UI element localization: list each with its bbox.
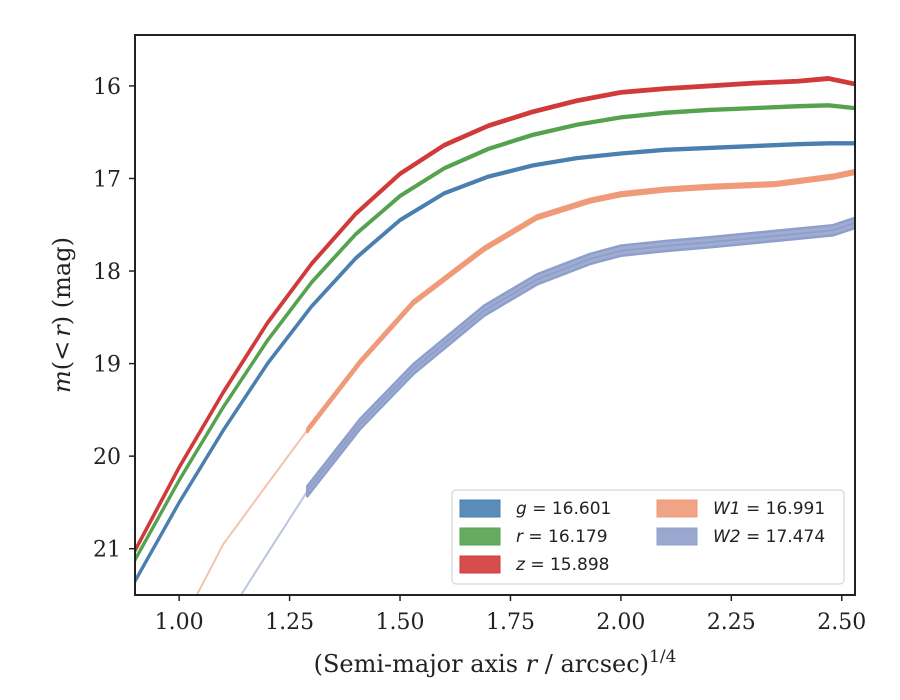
x-tick-label: 2.00 (596, 610, 645, 635)
series-extrapolation-line (240, 490, 309, 595)
x-axis-label: (Semi-major axis r / arcsec)1/4 (314, 647, 677, 678)
legend-item-z: z = 15.898 (459, 555, 609, 575)
series-z (135, 76, 855, 553)
legend-label: W1 = 16.991 (713, 499, 825, 519)
series-band (306, 168, 855, 434)
y-tick-label: 20 (93, 445, 121, 470)
series-band (306, 216, 855, 498)
y-tick-label: 21 (93, 538, 121, 563)
x-axis: 1.00 1.25 1.50 1.75 2.00 2.25 2.50 (155, 595, 866, 635)
legend-label: r = 16.179 (516, 527, 608, 547)
x-tick-label: 2.25 (707, 610, 756, 635)
x-tick-label: 1.25 (265, 610, 314, 635)
series-r (135, 103, 855, 563)
legend-swatch (459, 527, 501, 546)
legend-item-w2: W2 = 17.474 (656, 527, 825, 547)
y-axis-label: m(<r) (mag) (48, 237, 76, 393)
y-tick-label: 17 (93, 167, 121, 192)
legend: g = 16.601 r = 16.179 z = 15.898 W1 = 16.99… (451, 489, 845, 585)
x-tick-label: 2.50 (817, 610, 866, 635)
legend-swatch (459, 499, 501, 518)
series-extrapolation-line (195, 429, 309, 595)
y-tick-label: 18 (93, 260, 121, 285)
series-g (135, 141, 855, 584)
legend-item-g: g = 16.601 (459, 499, 611, 519)
y-tick-label: 19 (93, 353, 121, 378)
series-layer (135, 76, 855, 595)
x-tick-label: 1.50 (376, 610, 425, 635)
x-tick-label: 1.00 (155, 610, 204, 635)
legend-item-r: r = 16.179 (459, 527, 608, 547)
legend-item-w1: W1 = 16.991 (656, 499, 825, 519)
series-w2 (240, 216, 855, 595)
legend-swatch (656, 527, 698, 546)
y-axis: 16 17 18 19 20 21 (93, 75, 135, 563)
plot-frame (134, 34, 856, 596)
legend-label: z = 15.898 (515, 555, 609, 575)
series-line (135, 142, 855, 582)
series-line (135, 77, 855, 552)
legend-swatch (656, 499, 698, 518)
y-tick-label: 16 (93, 75, 121, 100)
series-line (306, 221, 855, 492)
series-line (306, 171, 855, 431)
legend-label: g = 16.601 (516, 499, 611, 519)
legend-box (451, 489, 845, 585)
legend-label: W2 = 17.474 (713, 527, 825, 547)
legend-swatch (459, 555, 501, 574)
x-tick-label: 1.75 (486, 610, 535, 635)
legend-items: g = 16.601 r = 16.179 z = 15.898 W1 = 16.99… (459, 499, 825, 575)
series-w1 (195, 168, 855, 595)
series-line (135, 104, 855, 561)
